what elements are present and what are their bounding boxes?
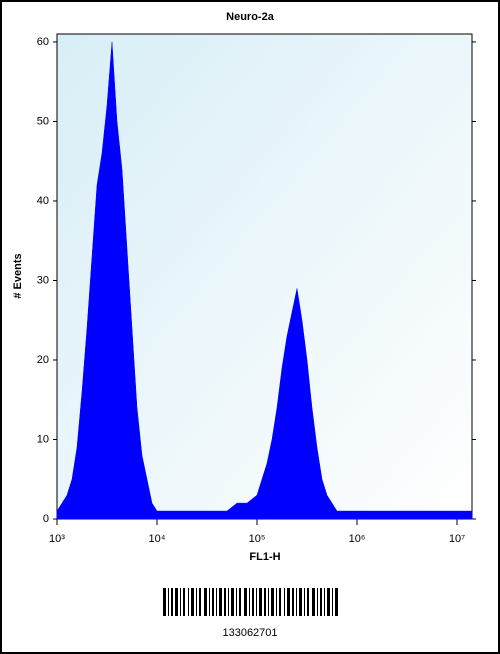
- x-tick-label: 10⁷: [449, 533, 465, 545]
- chart-title: Neuro-2a: [226, 11, 275, 23]
- x-tick-label: 10³: [49, 533, 65, 545]
- y-tick-label: 50: [37, 115, 49, 127]
- x-tick-label: 10⁶: [349, 533, 366, 545]
- y-tick-label: 60: [37, 36, 49, 48]
- y-tick-label: 30: [37, 274, 49, 286]
- x-axis-label: FL1-H: [249, 551, 280, 563]
- barcode: [163, 588, 338, 616]
- x-tick-label: 10⁵: [249, 533, 266, 545]
- barcode-number: 133062701: [222, 627, 277, 639]
- y-tick-label: 40: [37, 195, 49, 207]
- y-tick-label: 10: [37, 433, 49, 445]
- y-axis-label: # Events: [12, 253, 24, 298]
- y-tick-label: 20: [37, 354, 49, 366]
- y-tick-label: 0: [43, 513, 49, 525]
- histogram-area: [56, 41, 473, 520]
- x-tick-label: 10⁴: [149, 533, 166, 545]
